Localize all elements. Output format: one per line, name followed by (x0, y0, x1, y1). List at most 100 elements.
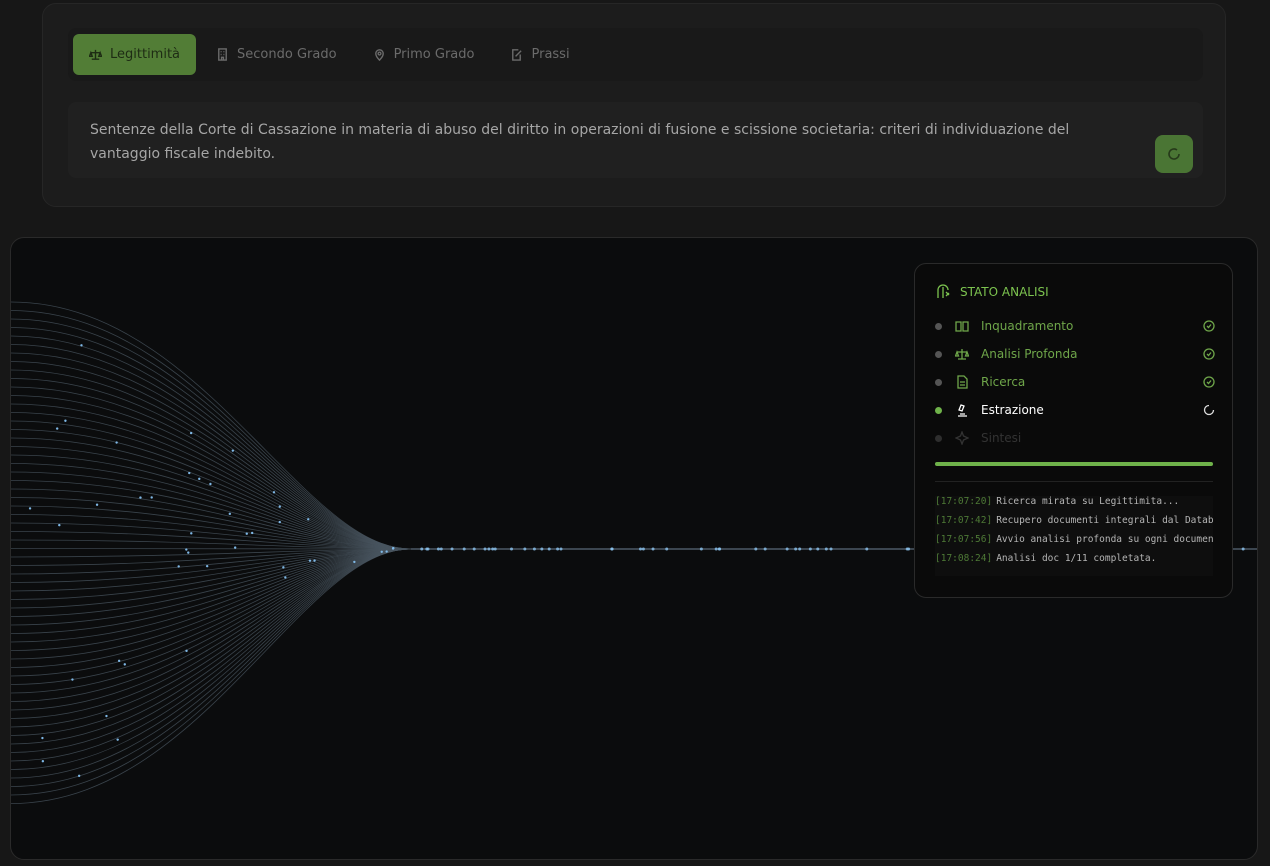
particle (540, 547, 544, 551)
log-entry: [17:07:56] Avvio analisi profonda su ogni… (935, 534, 1213, 553)
flow-line (11, 548, 412, 609)
particle (190, 532, 193, 535)
flow-line (11, 488, 412, 550)
step-dot (935, 434, 942, 442)
flow-line (11, 480, 412, 550)
log-entry: [17:07:42] Recupero documenti integrali d… (935, 515, 1213, 534)
particle (665, 547, 669, 551)
flow-line (11, 548, 412, 583)
particle (228, 512, 232, 516)
done-icon (1203, 376, 1215, 388)
flow-line (11, 369, 412, 550)
query-text: Sentenze della Corte di Cassazione in ma… (90, 122, 1070, 162)
particle (313, 559, 316, 562)
particle (829, 547, 833, 551)
flow-line (11, 548, 412, 804)
query-box[interactable]: Sentenze della Corte di Cassazione in ma… (68, 102, 1203, 178)
particle (699, 547, 703, 551)
step-dot (935, 406, 942, 414)
flow-line (11, 548, 412, 651)
particle (28, 507, 32, 510)
particle (282, 566, 285, 569)
flow-line (11, 548, 412, 592)
flow-line (11, 548, 412, 677)
step-label: Analisi Profonda (981, 347, 1078, 361)
flow-line (11, 497, 412, 550)
particle (391, 547, 395, 550)
particle (483, 547, 487, 551)
particle (71, 678, 74, 681)
particle (177, 565, 180, 568)
particle (105, 714, 108, 718)
particle (64, 419, 67, 422)
particle (439, 547, 443, 551)
particle (824, 547, 828, 551)
particle (493, 547, 497, 551)
particle (547, 547, 551, 551)
flow-line (11, 548, 412, 736)
step-icon (958, 404, 967, 417)
tab-label: Prassi (531, 47, 570, 62)
step-icon (955, 431, 969, 445)
panel-title: STATO ANALISI (960, 285, 1049, 299)
particle (278, 520, 281, 524)
particle (41, 736, 44, 740)
particle (284, 576, 287, 579)
particle (233, 546, 237, 549)
flow-line (11, 361, 412, 550)
log-time: [17:07:56] (935, 534, 993, 545)
particle (115, 441, 118, 444)
particle (717, 547, 721, 551)
log-message: Avvio analisi profonda su ogni documen… (996, 534, 1213, 545)
particle (714, 547, 718, 551)
flow-line (11, 548, 412, 566)
particle (58, 523, 61, 527)
particle (763, 547, 767, 551)
tab-bar: Legittimità Secondo Grado Primo Grado Prass… (68, 28, 1203, 81)
tab-label: Secondo Grado (237, 47, 337, 62)
particle (420, 547, 424, 551)
particle (487, 547, 491, 551)
done-icon (1203, 320, 1215, 332)
log-message: Ricerca mirata su Legittimita... (996, 496, 1180, 507)
particle (41, 760, 45, 763)
flow-line (11, 548, 412, 600)
particle (250, 531, 254, 535)
particle (450, 547, 454, 551)
separator (935, 481, 1213, 482)
status-panel: STATO ANALISI Inquadramento Analisi Profo… (914, 263, 1233, 598)
step: Inquadramento (935, 316, 1215, 336)
done-icon (1203, 348, 1215, 360)
particle (245, 532, 248, 535)
flow-line (11, 327, 412, 550)
step-dot (935, 322, 942, 330)
particle (610, 547, 614, 551)
particle (55, 427, 59, 430)
particle (189, 431, 193, 435)
flow-line (11, 514, 412, 550)
flow-line (11, 301, 412, 550)
particle (385, 550, 388, 553)
spinner (1203, 404, 1215, 416)
step-label: Sintesi (981, 431, 1022, 445)
tab[interactable]: Legittimità (73, 34, 197, 75)
submit-button[interactable] (1155, 135, 1193, 173)
flow-line (11, 548, 412, 617)
particle (188, 471, 191, 475)
tab[interactable]: Prassi (494, 34, 585, 75)
flow-line (11, 548, 412, 702)
step-dot (935, 350, 942, 358)
log-message: Analisi doc 1/11 completata. (996, 553, 1157, 564)
particle (816, 547, 820, 551)
particle (278, 505, 281, 508)
tab[interactable]: Secondo Grado (200, 34, 353, 75)
particle (491, 547, 495, 551)
tab[interactable]: Primo Grado (357, 34, 491, 75)
flow-line (11, 395, 412, 550)
particle (353, 560, 356, 564)
step-dot (935, 378, 942, 386)
particle (272, 491, 276, 494)
particle (808, 547, 812, 551)
particle (117, 659, 121, 663)
